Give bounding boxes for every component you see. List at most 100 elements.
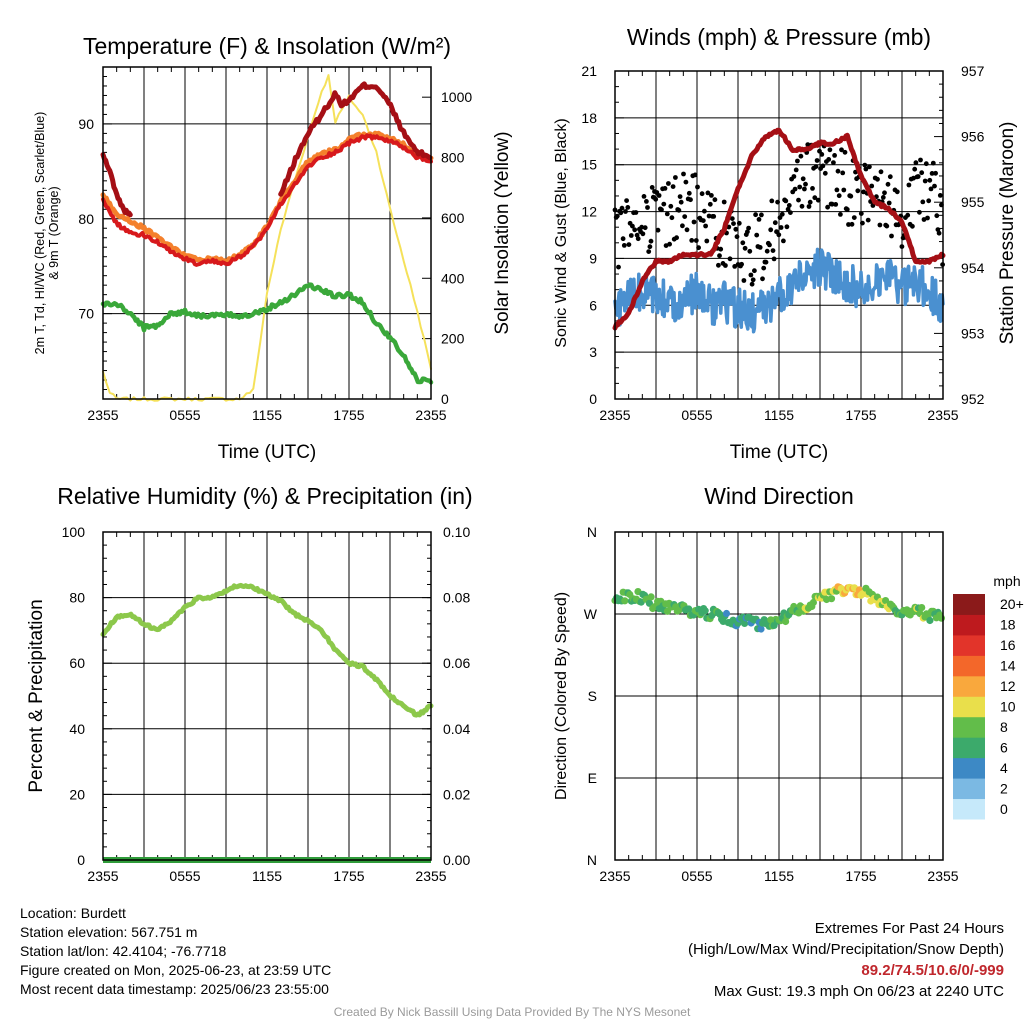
gust-point bbox=[776, 232, 782, 238]
rh-y2-tick-label: 0.04 bbox=[443, 721, 470, 737]
gust-point bbox=[695, 184, 700, 190]
solar-line bbox=[102, 74, 432, 402]
temp-title: Temperature (F) & Insolation (W/m²) bbox=[83, 33, 451, 59]
gust-point bbox=[655, 227, 661, 233]
gust-point bbox=[620, 236, 626, 242]
dir-x-tick-label: 1755 bbox=[845, 868, 876, 884]
gust-point bbox=[678, 199, 684, 205]
gust-point bbox=[886, 200, 892, 206]
gust-point bbox=[688, 197, 693, 203]
temp-y-axis-label-2: & 9m T (Orange) bbox=[47, 186, 61, 279]
wind-x-axis-label: Time (UTC) bbox=[730, 442, 829, 463]
gust-point bbox=[788, 210, 793, 216]
extremes-values: 89.2/74.5/10.6/0/-999 bbox=[861, 962, 1004, 979]
gust-point bbox=[769, 198, 775, 204]
gust-point bbox=[642, 225, 648, 231]
gust-point bbox=[797, 184, 803, 190]
direction-point bbox=[827, 595, 836, 603]
gust-point bbox=[689, 238, 695, 243]
colorbar-swatch bbox=[953, 716, 985, 738]
gust-point bbox=[682, 214, 688, 220]
gust-point bbox=[760, 276, 765, 282]
rh-y2-tick-label: 0.06 bbox=[443, 655, 470, 671]
gust-point bbox=[932, 183, 937, 189]
rh-y-tick-label: 60 bbox=[69, 655, 85, 671]
rh-x-tick-label: 1755 bbox=[333, 868, 364, 884]
gust-point bbox=[702, 208, 707, 214]
gust-point bbox=[664, 211, 670, 217]
rh-y2-tick-label: 0.08 bbox=[443, 590, 470, 606]
gust-point bbox=[681, 171, 686, 177]
gust-point bbox=[779, 211, 785, 217]
gust-point bbox=[693, 238, 699, 243]
gust-point bbox=[841, 187, 847, 193]
extremes-panel: Extremes For Past 24 Hours (High/Low/Max… bbox=[688, 918, 1004, 1002]
gust-point bbox=[855, 188, 861, 194]
rh-y2-tick-label: 0.00 bbox=[443, 852, 470, 868]
temp-y-tick-label: 90 bbox=[78, 116, 94, 132]
gust-point bbox=[731, 221, 736, 227]
gust-point bbox=[761, 265, 767, 271]
gust-point bbox=[756, 217, 762, 222]
gust-point bbox=[778, 225, 784, 230]
wind-y-tick-label: 12 bbox=[581, 204, 597, 220]
dir-x-tick-label: 2355 bbox=[599, 868, 630, 884]
gust-point bbox=[917, 209, 922, 215]
gust-point bbox=[712, 197, 718, 203]
gust-point bbox=[745, 229, 750, 235]
temp-2m-line bbox=[101, 133, 433, 267]
temp-y2-axis-label: Solar Insolation (Yellow) bbox=[492, 131, 513, 334]
gust-point bbox=[905, 212, 911, 218]
gust-point bbox=[775, 199, 780, 205]
direction-point bbox=[937, 614, 946, 622]
gust-point bbox=[754, 232, 760, 238]
rh-y-tick-label: 40 bbox=[69, 721, 85, 737]
gust-point bbox=[806, 204, 812, 209]
gust-point bbox=[867, 164, 872, 170]
gust-point bbox=[827, 147, 833, 153]
gust-point bbox=[768, 227, 774, 233]
gust-point bbox=[860, 220, 865, 226]
gust-point bbox=[668, 203, 674, 209]
gust-point bbox=[614, 213, 620, 219]
gust-point bbox=[832, 153, 837, 158]
temp-y2-tick-label: 400 bbox=[441, 270, 465, 286]
gust-point bbox=[910, 223, 915, 229]
gust-point bbox=[784, 224, 790, 230]
rh-x-tick-label: 2355 bbox=[87, 868, 118, 884]
gust-point bbox=[696, 245, 701, 251]
wind-x-tick-label: 2355 bbox=[599, 407, 630, 423]
gust-point bbox=[798, 153, 804, 159]
gust-point bbox=[869, 183, 875, 189]
temp-y2-tick-label: 600 bbox=[441, 210, 465, 226]
gust-point bbox=[792, 186, 798, 192]
gust-point bbox=[633, 210, 639, 215]
rh-x-tick-label: 0555 bbox=[169, 868, 200, 884]
gust-point bbox=[848, 193, 854, 199]
gust-point bbox=[707, 201, 713, 207]
gust-point bbox=[667, 241, 672, 247]
wind-y-tick-label: 6 bbox=[589, 297, 597, 313]
wind-x-tick-label: 1155 bbox=[764, 407, 794, 423]
gust-point bbox=[813, 164, 819, 170]
gust-point bbox=[835, 168, 841, 174]
wind-y-tick-label: 9 bbox=[589, 250, 597, 266]
gust-point bbox=[691, 219, 697, 225]
gust-point bbox=[673, 175, 678, 180]
gust-point bbox=[807, 199, 813, 205]
gust-point bbox=[674, 235, 679, 241]
wind-x-tick-label: 0555 bbox=[681, 407, 712, 423]
gust-point bbox=[887, 174, 893, 180]
direction-point bbox=[685, 605, 693, 613]
gust-point bbox=[922, 178, 928, 184]
heat-index-line bbox=[100, 152, 133, 218]
rh-line bbox=[100, 582, 434, 718]
gust-point bbox=[616, 264, 621, 270]
colorbar-label: 4 bbox=[1000, 760, 1008, 776]
gust-point bbox=[885, 181, 891, 187]
rh-frame bbox=[102, 531, 432, 861]
station-info: Location: Burdett Station elevation: 567… bbox=[20, 904, 331, 999]
wind-y-tick-label: 21 bbox=[581, 63, 597, 79]
extremes-subheading: (High/Low/Max Wind/Precipitation/Snow De… bbox=[688, 941, 1004, 958]
